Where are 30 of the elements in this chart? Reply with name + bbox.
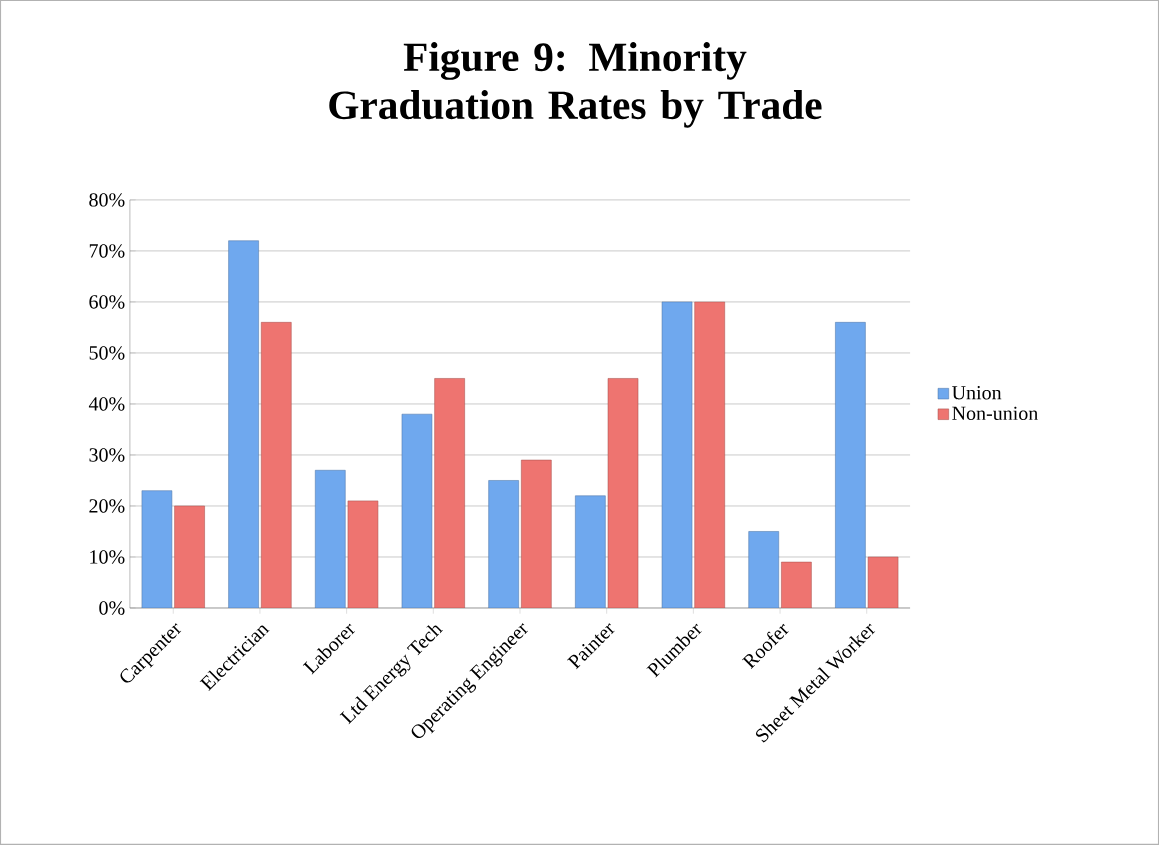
bar <box>488 480 519 609</box>
y-tick-label: 60% <box>89 295 125 309</box>
bar <box>694 301 725 609</box>
y-tick-label: 40% <box>88 397 125 411</box>
bar <box>315 470 346 609</box>
bar <box>260 322 292 609</box>
bar <box>434 378 465 609</box>
y-tick-label: 50% <box>89 346 125 360</box>
bar <box>781 561 812 609</box>
bar <box>748 531 779 609</box>
y-tick-label: 80% <box>89 193 125 207</box>
legend-label: Non-union <box>952 406 1039 421</box>
bar <box>401 413 433 609</box>
y-tick-label: 70% <box>89 244 125 258</box>
y-tick-label: 30% <box>89 448 125 462</box>
legend-label: Union <box>952 386 1002 400</box>
bar <box>521 459 552 609</box>
bar <box>867 556 899 609</box>
y-tick-label: 10% <box>90 550 125 564</box>
y-tick-label: 20% <box>89 499 125 513</box>
bar <box>575 495 606 609</box>
bar <box>174 505 205 609</box>
bar <box>835 322 866 609</box>
bar <box>347 500 379 609</box>
chart-title: Figure 9: Minority Graduation Rates by Trade <box>329 42 822 128</box>
bar <box>141 490 173 609</box>
bar <box>607 378 639 609</box>
bar <box>661 301 693 609</box>
bar <box>228 240 259 609</box>
y-tick-label: 0% <box>99 601 125 615</box>
